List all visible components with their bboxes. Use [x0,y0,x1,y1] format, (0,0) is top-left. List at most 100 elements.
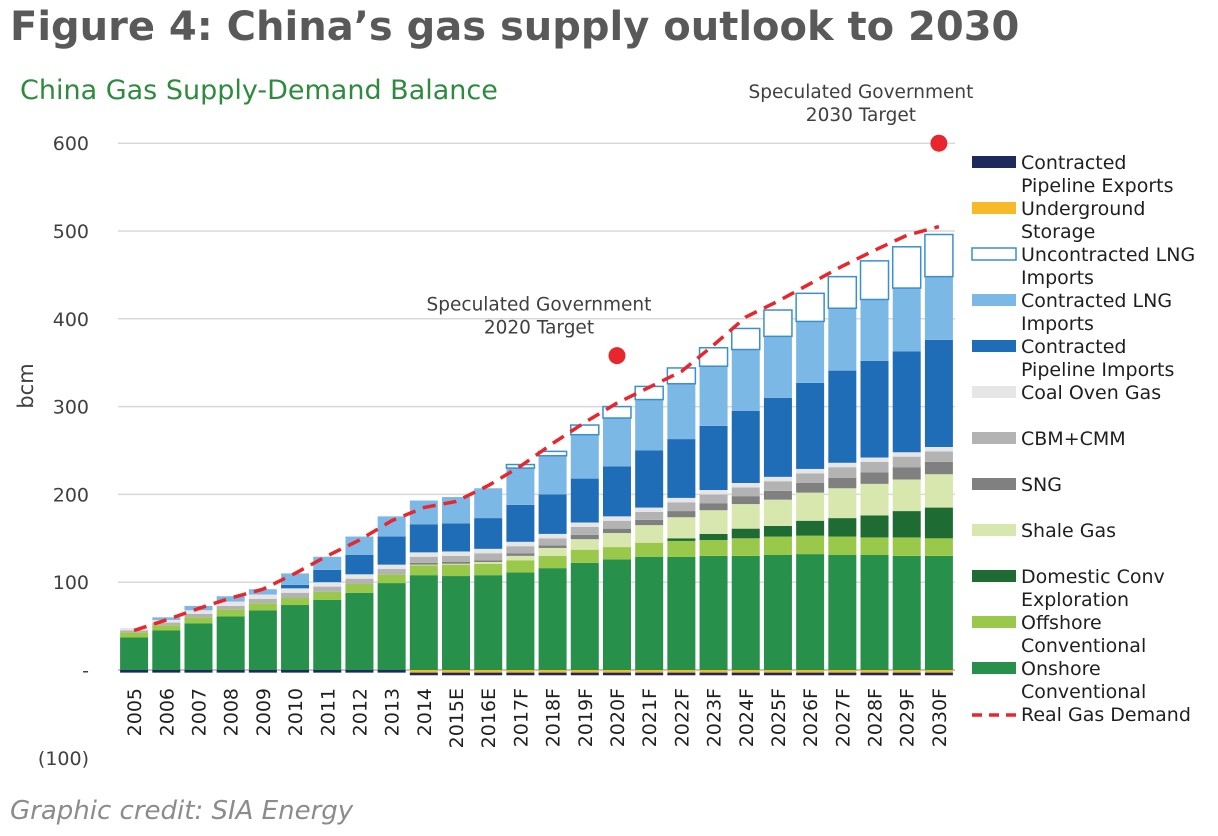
bar-coal-oven-gas [570,522,599,527]
figure-title: Figure 4: China’s gas supply outlook to … [10,4,1020,50]
bar-contracted-pipeline-exports [570,672,599,676]
bar-cbm-cmm [184,613,213,618]
bar-onshore-conventional [538,568,567,670]
bar-contracted-pipeline-exports [409,672,438,676]
bar-sng [763,490,792,500]
bar-contracted-pipeline-exports [924,672,953,676]
bar-sng [409,562,438,565]
bar-coal-oven-gas [731,482,760,488]
bar-onshore-conventional [763,554,792,670]
bar-contracted-pipeline-imports [828,370,857,463]
bar-cbm-cmm [120,630,149,633]
x-tick-label: 2028F [865,688,887,747]
x-axis-labels: 2005 2006 2007 2008 2009 2010 2011 2012 2013 2014… [124,688,951,748]
bar-sng [667,511,696,518]
bar-contracted-pipeline-exports [602,672,631,676]
bar-underground-storage [442,670,471,673]
real-gas-demand-line-path [133,224,940,633]
bar-offshore-conventional [731,538,760,556]
bar-contracted-pipeline-exports [506,672,535,676]
bar-coal-oven-gas [828,462,857,468]
bar-offshore-conventional [860,537,889,555]
bar-onshore-conventional [828,554,857,670]
bar-contracted-lng-imports [763,336,792,398]
bar-coal-oven-gas [924,446,953,452]
bar-offshore-conventional [602,547,631,560]
bar-cbm-cmm [152,622,181,626]
bar-uncontracted-lng-imports [763,309,793,338]
bar-shale-gas [828,488,857,519]
bar-cbm-cmm [763,481,792,491]
x-tick-label: 2022F [671,688,693,747]
x-tick-label: 2020F [607,688,629,747]
bar-contracted-pipeline-exports [763,672,792,676]
bar-cbm-cmm [731,487,760,497]
bar-contracted-pipeline-exports [892,672,921,676]
bar-contracted-pipeline-imports [763,397,792,477]
target-marker [930,134,948,152]
bar-contracted-pipeline-exports [860,672,889,676]
bar-domestic-conv-exploration [892,511,921,538]
bar-offshore-conventional [313,591,342,600]
bar-contracted-pipeline-exports [828,672,857,676]
y-axis-ticks: 600 500 400 300 200 100 - (100) [38,133,89,770]
bar-shale-gas [731,504,760,529]
bar-contracted-lng-imports [828,308,857,371]
bar-cbm-cmm [313,586,342,592]
bar-contracted-pipeline-exports [796,672,825,676]
x-tick-label: 2024F [736,688,758,747]
bar-shale-gas [570,539,599,550]
bar-contracted-pipeline-exports [248,670,277,673]
y-tick-label: 600 [53,133,89,155]
bar-onshore-conventional [120,637,149,670]
bar-contracted-lng-imports [506,468,535,505]
bar-contracted-pipeline-exports [635,672,664,676]
legend-label: Underground [1021,198,1145,220]
bar-coal-oven-gas [184,610,213,614]
bar-underground-storage [860,670,889,673]
bar-coal-oven-gas [409,552,438,557]
bar-onshore-conventional [184,623,213,670]
bar-cbm-cmm [248,598,277,604]
bar-uncontracted-lng-imports [859,260,890,301]
bar-coal-oven-gas [313,582,342,587]
bar-underground-storage [506,670,535,673]
x-tick-label: 2012 [349,688,371,736]
legend-swatch [972,340,1016,352]
bar-contracted-pipeline-imports [409,524,438,553]
legend-label: Contracted [1021,152,1126,174]
bar-offshore-conventional [377,574,406,584]
bar-shale-gas [892,479,921,512]
y-tick-label: 300 [53,397,89,419]
bar-contracted-pipeline-imports [506,504,535,542]
legend-label: Onshore [1021,658,1101,680]
bar-offshore-conventional [796,535,825,555]
bar-shale-gas [667,517,696,539]
bar-cbm-cmm [216,605,245,610]
bar-coal-oven-gas [216,601,245,606]
bar-cbm-cmm [796,473,825,483]
bar-underground-storage [924,670,953,673]
bar-contracted-pipeline-exports [699,672,728,676]
legend-label: Offshore [1021,612,1102,634]
bar-underground-storage [731,670,760,673]
x-tick-label: 2017F [510,688,532,747]
bar-onshore-conventional [377,583,406,670]
bar-underground-storage [796,670,825,673]
bar-shale-gas [860,483,889,516]
bar-offshore-conventional [184,617,213,624]
bar-coal-oven-gas [796,468,825,474]
bar-onshore-conventional [474,575,503,670]
bar-underground-storage [409,670,438,673]
bar-contracted-pipeline-exports [731,672,760,676]
x-tick-label: 2010 [285,688,307,736]
bar-coal-oven-gas [281,588,310,593]
legend-swatch [972,478,1016,490]
bar-cbm-cmm [860,461,889,473]
legend-label: Contracted LNG [1021,290,1172,312]
bar-offshore-conventional [635,542,664,557]
bar-cbm-cmm [281,592,310,599]
legend-swatch [972,202,1016,214]
legend-swatch [971,247,1017,261]
